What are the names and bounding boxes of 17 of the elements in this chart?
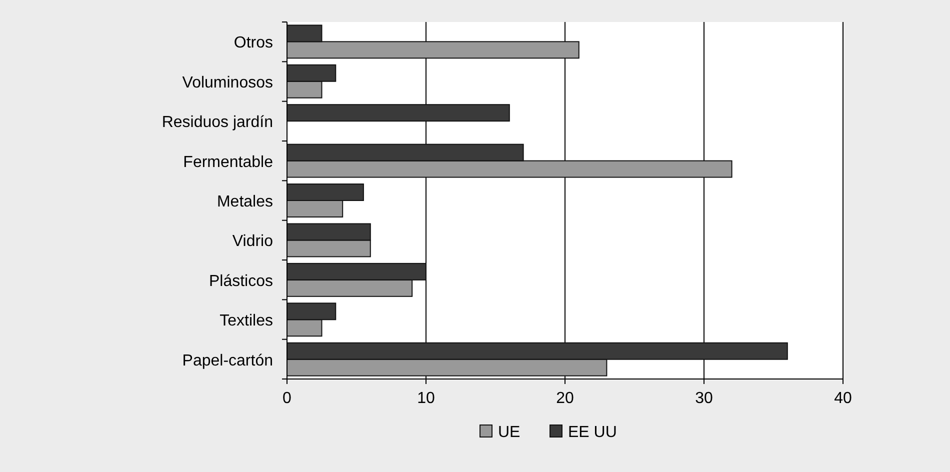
x-tick-label: 0 bbox=[282, 390, 292, 407]
legend-label: EE UU bbox=[568, 424, 617, 441]
bar bbox=[286, 104, 510, 122]
x-tick-label: 40 bbox=[834, 390, 852, 407]
legend-label: UE bbox=[498, 424, 520, 441]
y-tick-label: Metales bbox=[216, 194, 273, 210]
y-tick-label: Residuos jardín bbox=[162, 114, 273, 132]
y-tick-label: Otros bbox=[234, 34, 273, 52]
y-tick-label: Textiles bbox=[220, 312, 273, 330]
x-tick-label: 20 bbox=[556, 390, 574, 407]
y-tick-label: Voluminosos bbox=[182, 74, 273, 92]
y-tick-label: Plásticos bbox=[208, 272, 273, 290]
x-tick-label: 30 bbox=[695, 390, 713, 407]
y-tick-label: Vidrio bbox=[232, 233, 274, 250]
x-tick-label: 10 bbox=[417, 390, 435, 407]
y-tick-label: Fermentable bbox=[183, 154, 274, 171]
y-tick-label: Papel-cartón bbox=[182, 352, 273, 370]
